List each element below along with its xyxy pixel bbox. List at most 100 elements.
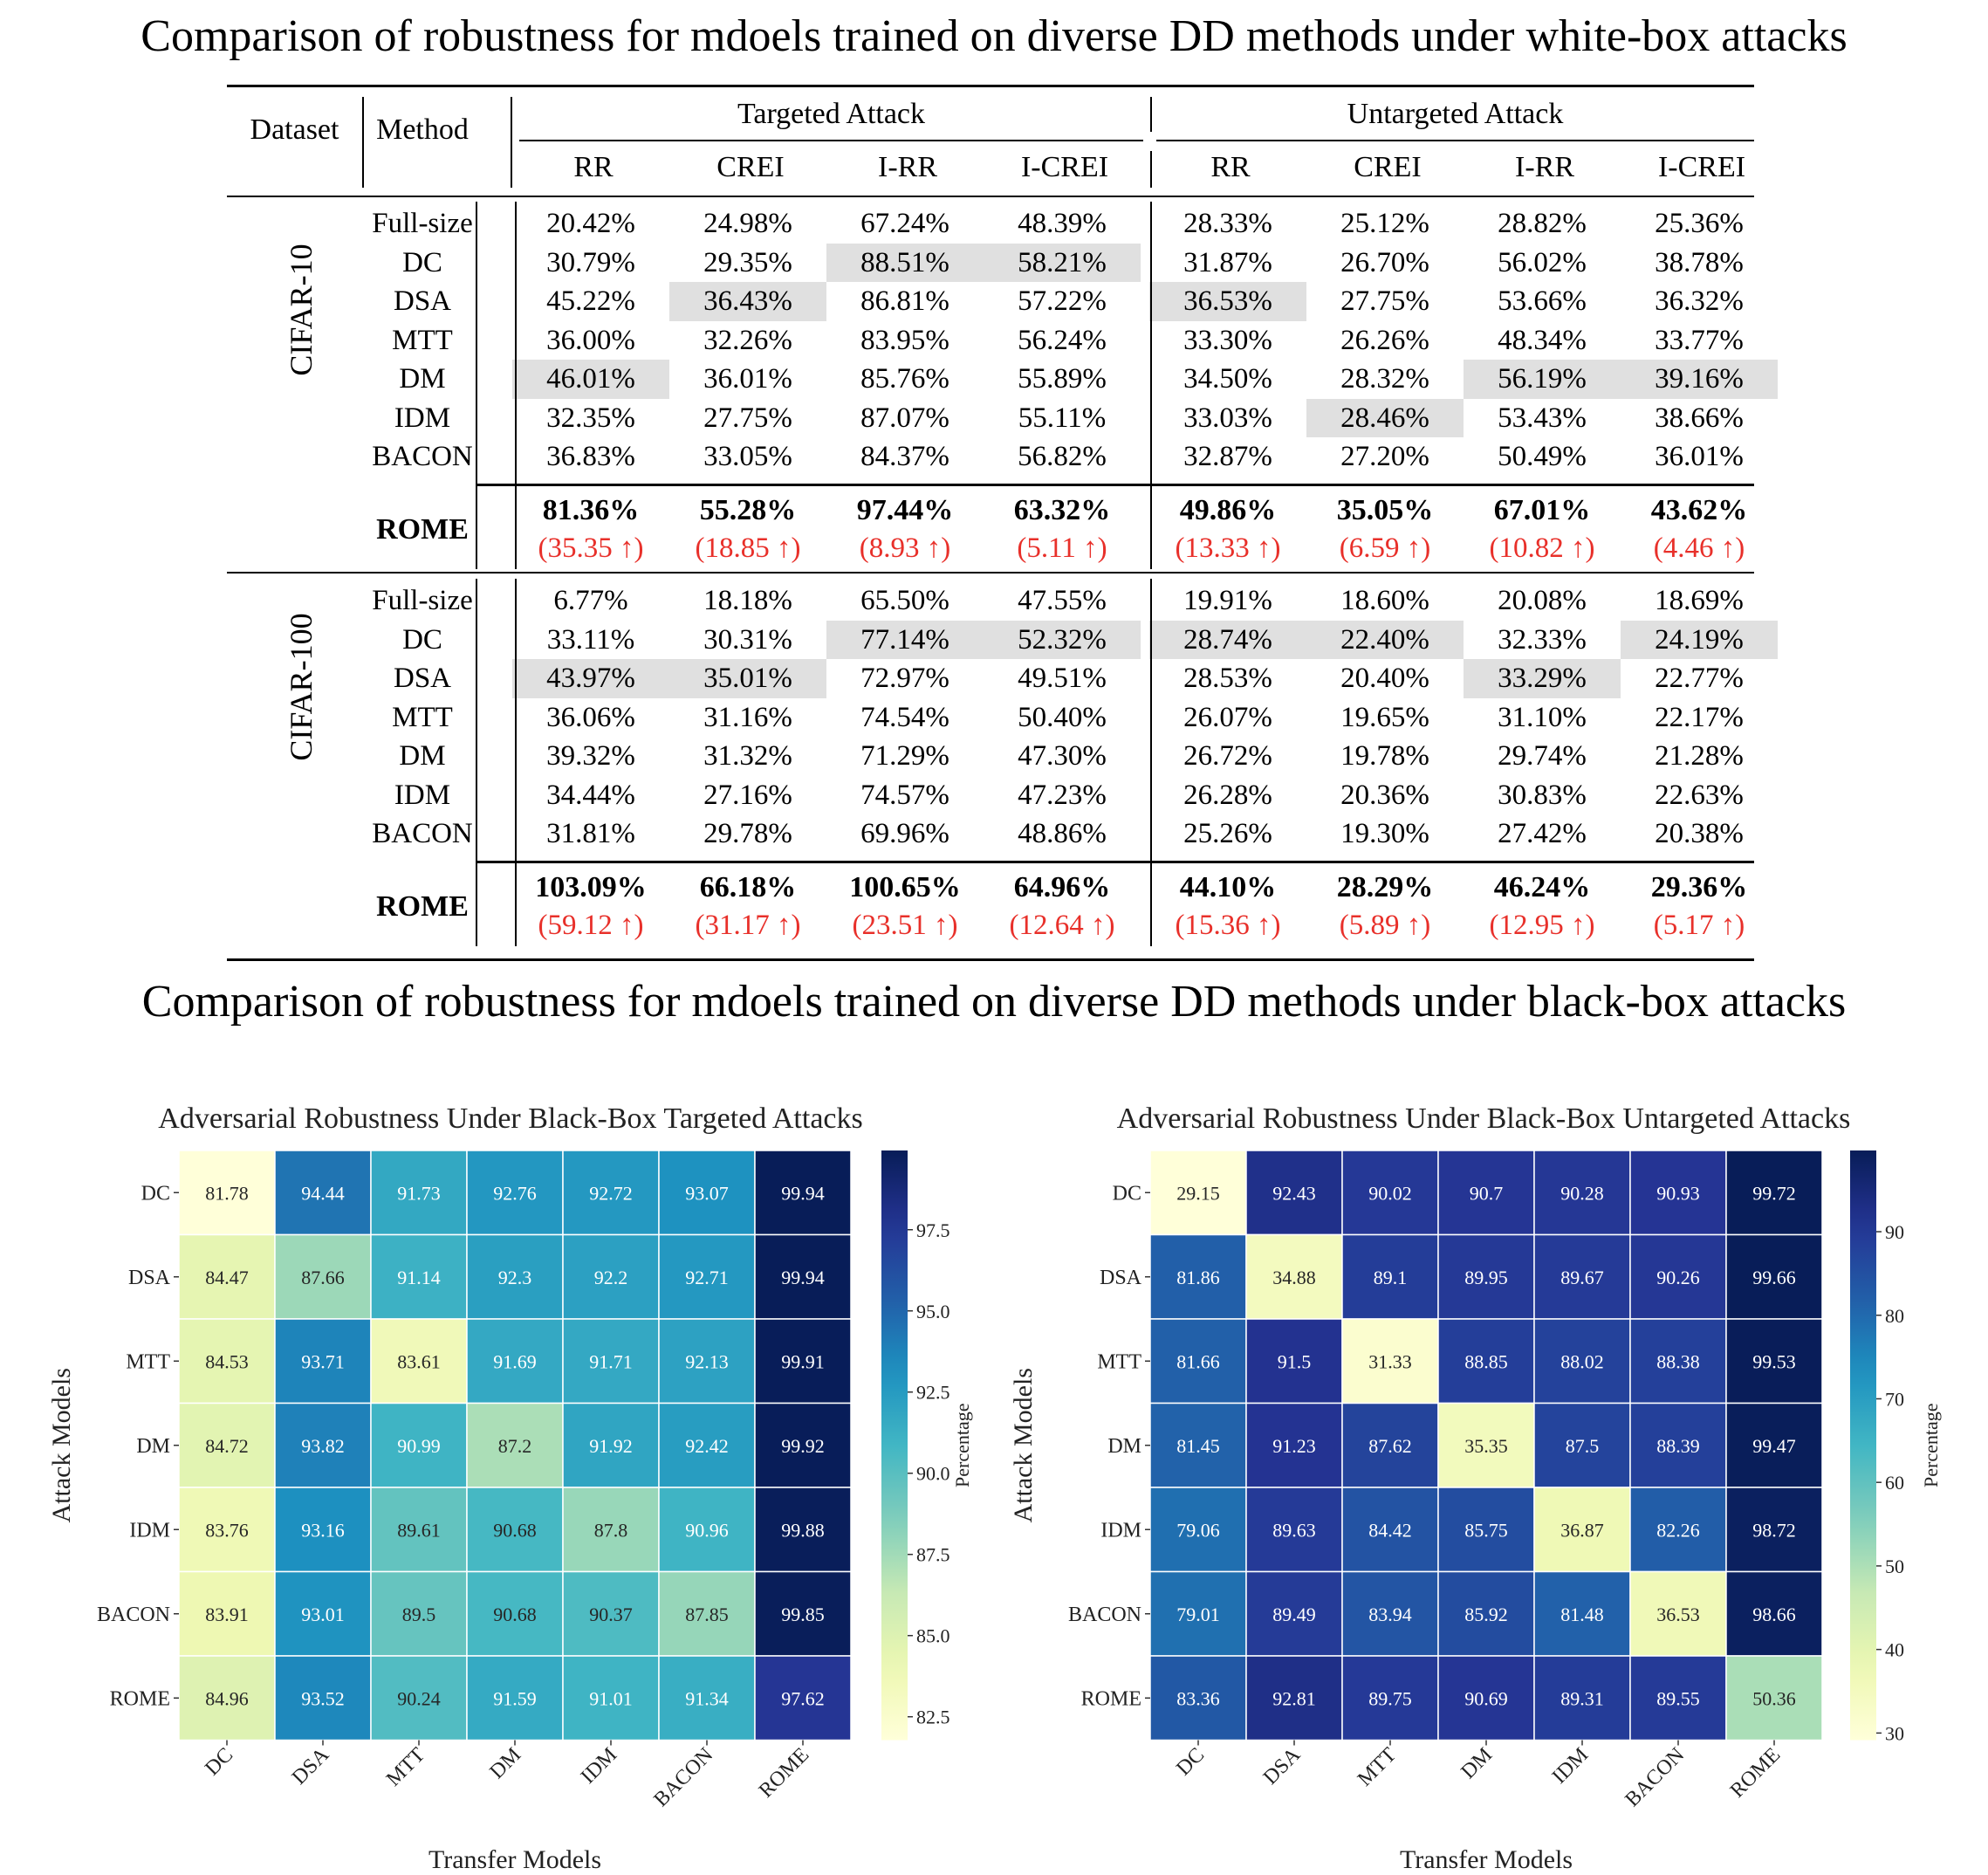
value-cell: 32.33% xyxy=(1498,623,1587,656)
value-cell: 19.91% xyxy=(1183,585,1272,616)
heatmap-cell-value: 84.47 xyxy=(205,1267,249,1288)
value-cell: 32.26% xyxy=(703,324,792,356)
value-cell: 36.06% xyxy=(546,701,635,733)
colorbar-label: Percentage xyxy=(951,1404,973,1488)
heatmap-cell xyxy=(466,1487,564,1573)
value-cell: 67.24% xyxy=(860,208,949,239)
heatmap-cell-value: 92.3 xyxy=(498,1267,532,1288)
heatmap-cell xyxy=(1725,1233,1823,1320)
colorbar-tick-label: 90.0 xyxy=(916,1463,950,1485)
value-cell: 18.69% xyxy=(1655,585,1744,616)
heatmap-cell xyxy=(1725,1655,1823,1741)
heatmap-cell xyxy=(466,1318,564,1405)
heatmap-cell-value: 81.66 xyxy=(1176,1350,1220,1372)
value-cell: 32.87% xyxy=(1183,441,1272,472)
y-tick-label: ROME xyxy=(110,1687,170,1710)
heatmap-cell-value: 89.61 xyxy=(397,1519,441,1541)
method-label: Full-size xyxy=(372,208,473,239)
highlighted-value-cell: 36.53% xyxy=(1149,282,1306,321)
value-cell: 29.35% xyxy=(703,246,792,278)
method-header: Method xyxy=(376,113,469,146)
value-cell: 31.10% xyxy=(1498,701,1587,733)
heatmap-cell xyxy=(1629,1570,1727,1657)
value-cell: 36.83% xyxy=(546,441,635,472)
heatmap-cell xyxy=(1437,1487,1535,1573)
rome-value-cell: 64.96% xyxy=(1013,870,1111,903)
value-cell: 45.22% xyxy=(546,285,635,317)
heatmap-cell-value: 91.14 xyxy=(397,1267,441,1288)
heatmap-cell-value: 89.1 xyxy=(1374,1267,1408,1288)
heatmap-cell xyxy=(1341,1233,1439,1320)
value-cell: 27.42% xyxy=(1498,818,1587,849)
heatmap-cell xyxy=(1533,1318,1631,1405)
heatmap-cell xyxy=(1629,1318,1727,1405)
heatmap-cell-value: 99.72 xyxy=(1752,1182,1796,1204)
heatmap-cell-value: 90.37 xyxy=(589,1604,633,1625)
colorbar-label: Percentage xyxy=(1920,1404,1942,1488)
colorbar-tick-label: 40 xyxy=(1885,1639,1904,1661)
value-cell: 27.20% xyxy=(1340,441,1429,472)
heatmap-cell-value: 99.85 xyxy=(781,1604,825,1625)
value-cell: 28.53% xyxy=(1183,663,1272,694)
heatmap-cell-value: 92.2 xyxy=(594,1267,628,1288)
y-tick-label: IDM xyxy=(129,1519,170,1542)
rome-gain-cell: (18.85 ↑) xyxy=(695,532,801,564)
method-label: BACON xyxy=(372,818,473,849)
value-cell: 30.31% xyxy=(703,623,792,656)
value-cell: 39.32% xyxy=(546,740,635,772)
value-cell: 36.32% xyxy=(1655,285,1744,317)
group-rule-untargeted xyxy=(1156,140,1754,141)
rome-value-cell: 46.24% xyxy=(1493,870,1591,903)
heatmap-cell xyxy=(1437,1402,1535,1488)
heatmap-cell xyxy=(1245,1233,1343,1320)
heatmap-title: Adversarial Robustness Under Black-Box T… xyxy=(158,1102,862,1135)
value-cell: 33.03% xyxy=(1183,402,1272,434)
heatmap-cell-value: 93.82 xyxy=(301,1435,345,1457)
method-label: MTT xyxy=(392,701,453,733)
heatmap-cell xyxy=(1341,1655,1439,1741)
highlighted-value-cell: 43.97% xyxy=(512,659,669,698)
heatmap-cell xyxy=(1437,1150,1535,1236)
heatmap-cell xyxy=(754,1233,852,1320)
x-tick-label: MTT xyxy=(382,1743,429,1790)
heatmap-cell xyxy=(370,1570,468,1657)
value-cell: 29.78% xyxy=(703,818,792,849)
heatmap-cell-value: 91.92 xyxy=(589,1435,633,1457)
colorbar-tick-label: 95.0 xyxy=(916,1301,950,1322)
heatmap-cell xyxy=(658,1233,756,1320)
heatmap-cell-value: 97.62 xyxy=(781,1687,825,1709)
heatmap-cell xyxy=(1725,1318,1823,1405)
heatmap-cell xyxy=(562,1233,660,1320)
x-tick-label: IDM xyxy=(577,1743,621,1788)
x-axis-label: Transfer Models xyxy=(1400,1845,1573,1874)
dataset-label: CIFAR-100 xyxy=(284,613,319,761)
rome-method-label: ROME xyxy=(376,512,469,546)
heatmap-cell-value: 92.71 xyxy=(685,1267,729,1288)
value-cell: 87.07% xyxy=(860,402,949,434)
value-cell: 20.42% xyxy=(546,208,635,239)
value-cell: 47.23% xyxy=(1018,779,1107,811)
heatmap-cell xyxy=(1149,1655,1247,1741)
heatmap-cell xyxy=(1533,1570,1631,1657)
y-tick-label: MTT xyxy=(126,1350,170,1373)
heatmap-cell xyxy=(562,1402,660,1488)
heatmap-cell-value: 89.75 xyxy=(1368,1687,1412,1709)
heatmap-cell-value: 90.7 xyxy=(1470,1182,1504,1204)
heatmap-cell xyxy=(562,1655,660,1741)
heatmap-cell xyxy=(370,1318,468,1405)
colorbar-tick-label: 82.5 xyxy=(916,1707,950,1728)
heatmap-cell-value: 99.92 xyxy=(781,1435,825,1457)
heatmap-cell xyxy=(274,1233,372,1320)
heatmap-cell-value: 36.87 xyxy=(1560,1519,1604,1541)
rome-gain-cell: (59.12 ↑) xyxy=(538,909,644,941)
rome-value-cell: 63.32% xyxy=(1013,493,1111,526)
x-tick-label: DSA xyxy=(288,1743,334,1789)
value-cell: 56.24% xyxy=(1018,324,1107,356)
highlighted-value-cell: 77.14% xyxy=(826,620,984,659)
x-tick-label: DSA xyxy=(1259,1743,1306,1789)
value-cell: 33.30% xyxy=(1183,324,1272,356)
heatmap-cell xyxy=(1149,1487,1247,1573)
rome-value-cell: 43.62% xyxy=(1650,493,1748,526)
value-cell: 38.66% xyxy=(1655,402,1744,434)
highlighted-value-cell: 33.29% xyxy=(1464,659,1621,698)
